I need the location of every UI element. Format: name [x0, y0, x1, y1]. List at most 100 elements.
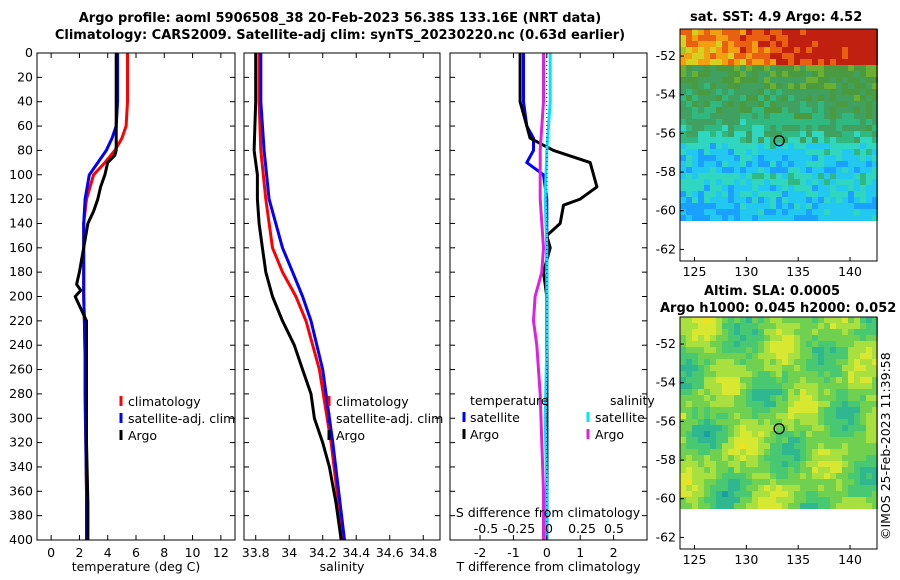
map-cell: [830, 497, 836, 503]
map-cell: [686, 203, 692, 209]
map-cell: [860, 419, 866, 425]
map-cell: [824, 359, 830, 365]
map-cell: [722, 71, 728, 77]
map-cell: [788, 119, 794, 125]
map-cell: [848, 401, 854, 407]
map-cell: [800, 443, 806, 449]
map-cell: [734, 491, 740, 497]
map-cell: [716, 83, 722, 89]
map-cell: [872, 449, 878, 455]
map-cell: [794, 443, 800, 449]
map-cell: [824, 209, 830, 215]
map-cell: [812, 413, 818, 419]
map-cell: [770, 179, 776, 185]
map-cell: [866, 329, 872, 335]
map-cell: [860, 491, 866, 497]
map-cell: [758, 365, 764, 371]
map-cell: [776, 59, 782, 65]
x-axis-label: temperature (deg C): [72, 559, 201, 574]
map-cell: [842, 389, 848, 395]
map-cell: [752, 203, 758, 209]
x-tick-label: 34.6: [376, 545, 404, 560]
map-cell: [728, 497, 734, 503]
map-cell: [818, 473, 824, 479]
map-cell: [818, 401, 824, 407]
map-cell: [728, 125, 734, 131]
map-cell: [704, 191, 710, 197]
map-cell: [686, 485, 692, 491]
map-cell: [716, 383, 722, 389]
map-cell: [734, 467, 740, 473]
map-cell: [830, 383, 836, 389]
map-cell: [842, 125, 848, 131]
map-cell: [746, 329, 752, 335]
map-cell: [746, 455, 752, 461]
map-cell: [812, 71, 818, 77]
map-cell: [686, 347, 692, 353]
map-cell: [812, 179, 818, 185]
map-cell: [776, 329, 782, 335]
map-cell: [788, 431, 794, 437]
map-cell: [788, 53, 794, 59]
map-cell: [758, 173, 764, 179]
map-cell: [782, 461, 788, 467]
map-cell: [806, 341, 812, 347]
map-cell: [872, 329, 878, 335]
map-cell: [698, 503, 704, 509]
y-tick-label: 140: [9, 215, 33, 230]
map-cell: [830, 395, 836, 401]
map-cell: [866, 491, 872, 497]
map-cell: [704, 209, 710, 215]
map-cell: [722, 191, 728, 197]
map-cell: [776, 323, 782, 329]
map-cell: [842, 449, 848, 455]
map-cell: [698, 473, 704, 479]
map-cell: [848, 47, 854, 53]
map-cell: [746, 149, 752, 155]
map-cell: [746, 185, 752, 191]
map-cell: [770, 107, 776, 113]
map-cell: [686, 29, 692, 35]
map-cell: [716, 503, 722, 509]
map-cell: [770, 443, 776, 449]
map-cell: [680, 461, 686, 467]
map-cell: [782, 341, 788, 347]
map-cell: [710, 167, 716, 173]
map-cell: [686, 53, 692, 59]
map-cell: [752, 437, 758, 443]
map-cell: [866, 149, 872, 155]
plot-frame: [36, 52, 236, 541]
map-cell: [686, 437, 692, 443]
map-cell: [740, 377, 746, 383]
map-cell: [812, 77, 818, 83]
map-cell: [728, 425, 734, 431]
map-cell: [782, 191, 788, 197]
x-tick-label: 0: [543, 545, 551, 560]
map-cell: [836, 323, 842, 329]
map-cell: [758, 467, 764, 473]
map-cell: [728, 473, 734, 479]
argo-location-marker: [773, 135, 785, 147]
map-cell: [866, 167, 872, 173]
map-cell: [680, 137, 686, 143]
map-cell: [680, 353, 686, 359]
map-cell: [782, 125, 788, 131]
map-cell: [746, 323, 752, 329]
map-cell: [722, 83, 728, 89]
map-cell: [848, 389, 854, 395]
map-cell: [728, 89, 734, 95]
map-cell: [800, 47, 806, 53]
map-cell: [806, 53, 812, 59]
map-cell: [866, 431, 872, 437]
map-cell: [848, 425, 854, 431]
map-cell: [872, 479, 878, 485]
map-cell: [794, 53, 800, 59]
map-cell: [698, 143, 704, 149]
map-cell: [800, 191, 806, 197]
map-cell: [770, 143, 776, 149]
map-cell: [848, 143, 854, 149]
map-cell: [818, 89, 824, 95]
map-cell: [818, 77, 824, 83]
map-cell: [770, 461, 776, 467]
map-cell: [770, 497, 776, 503]
